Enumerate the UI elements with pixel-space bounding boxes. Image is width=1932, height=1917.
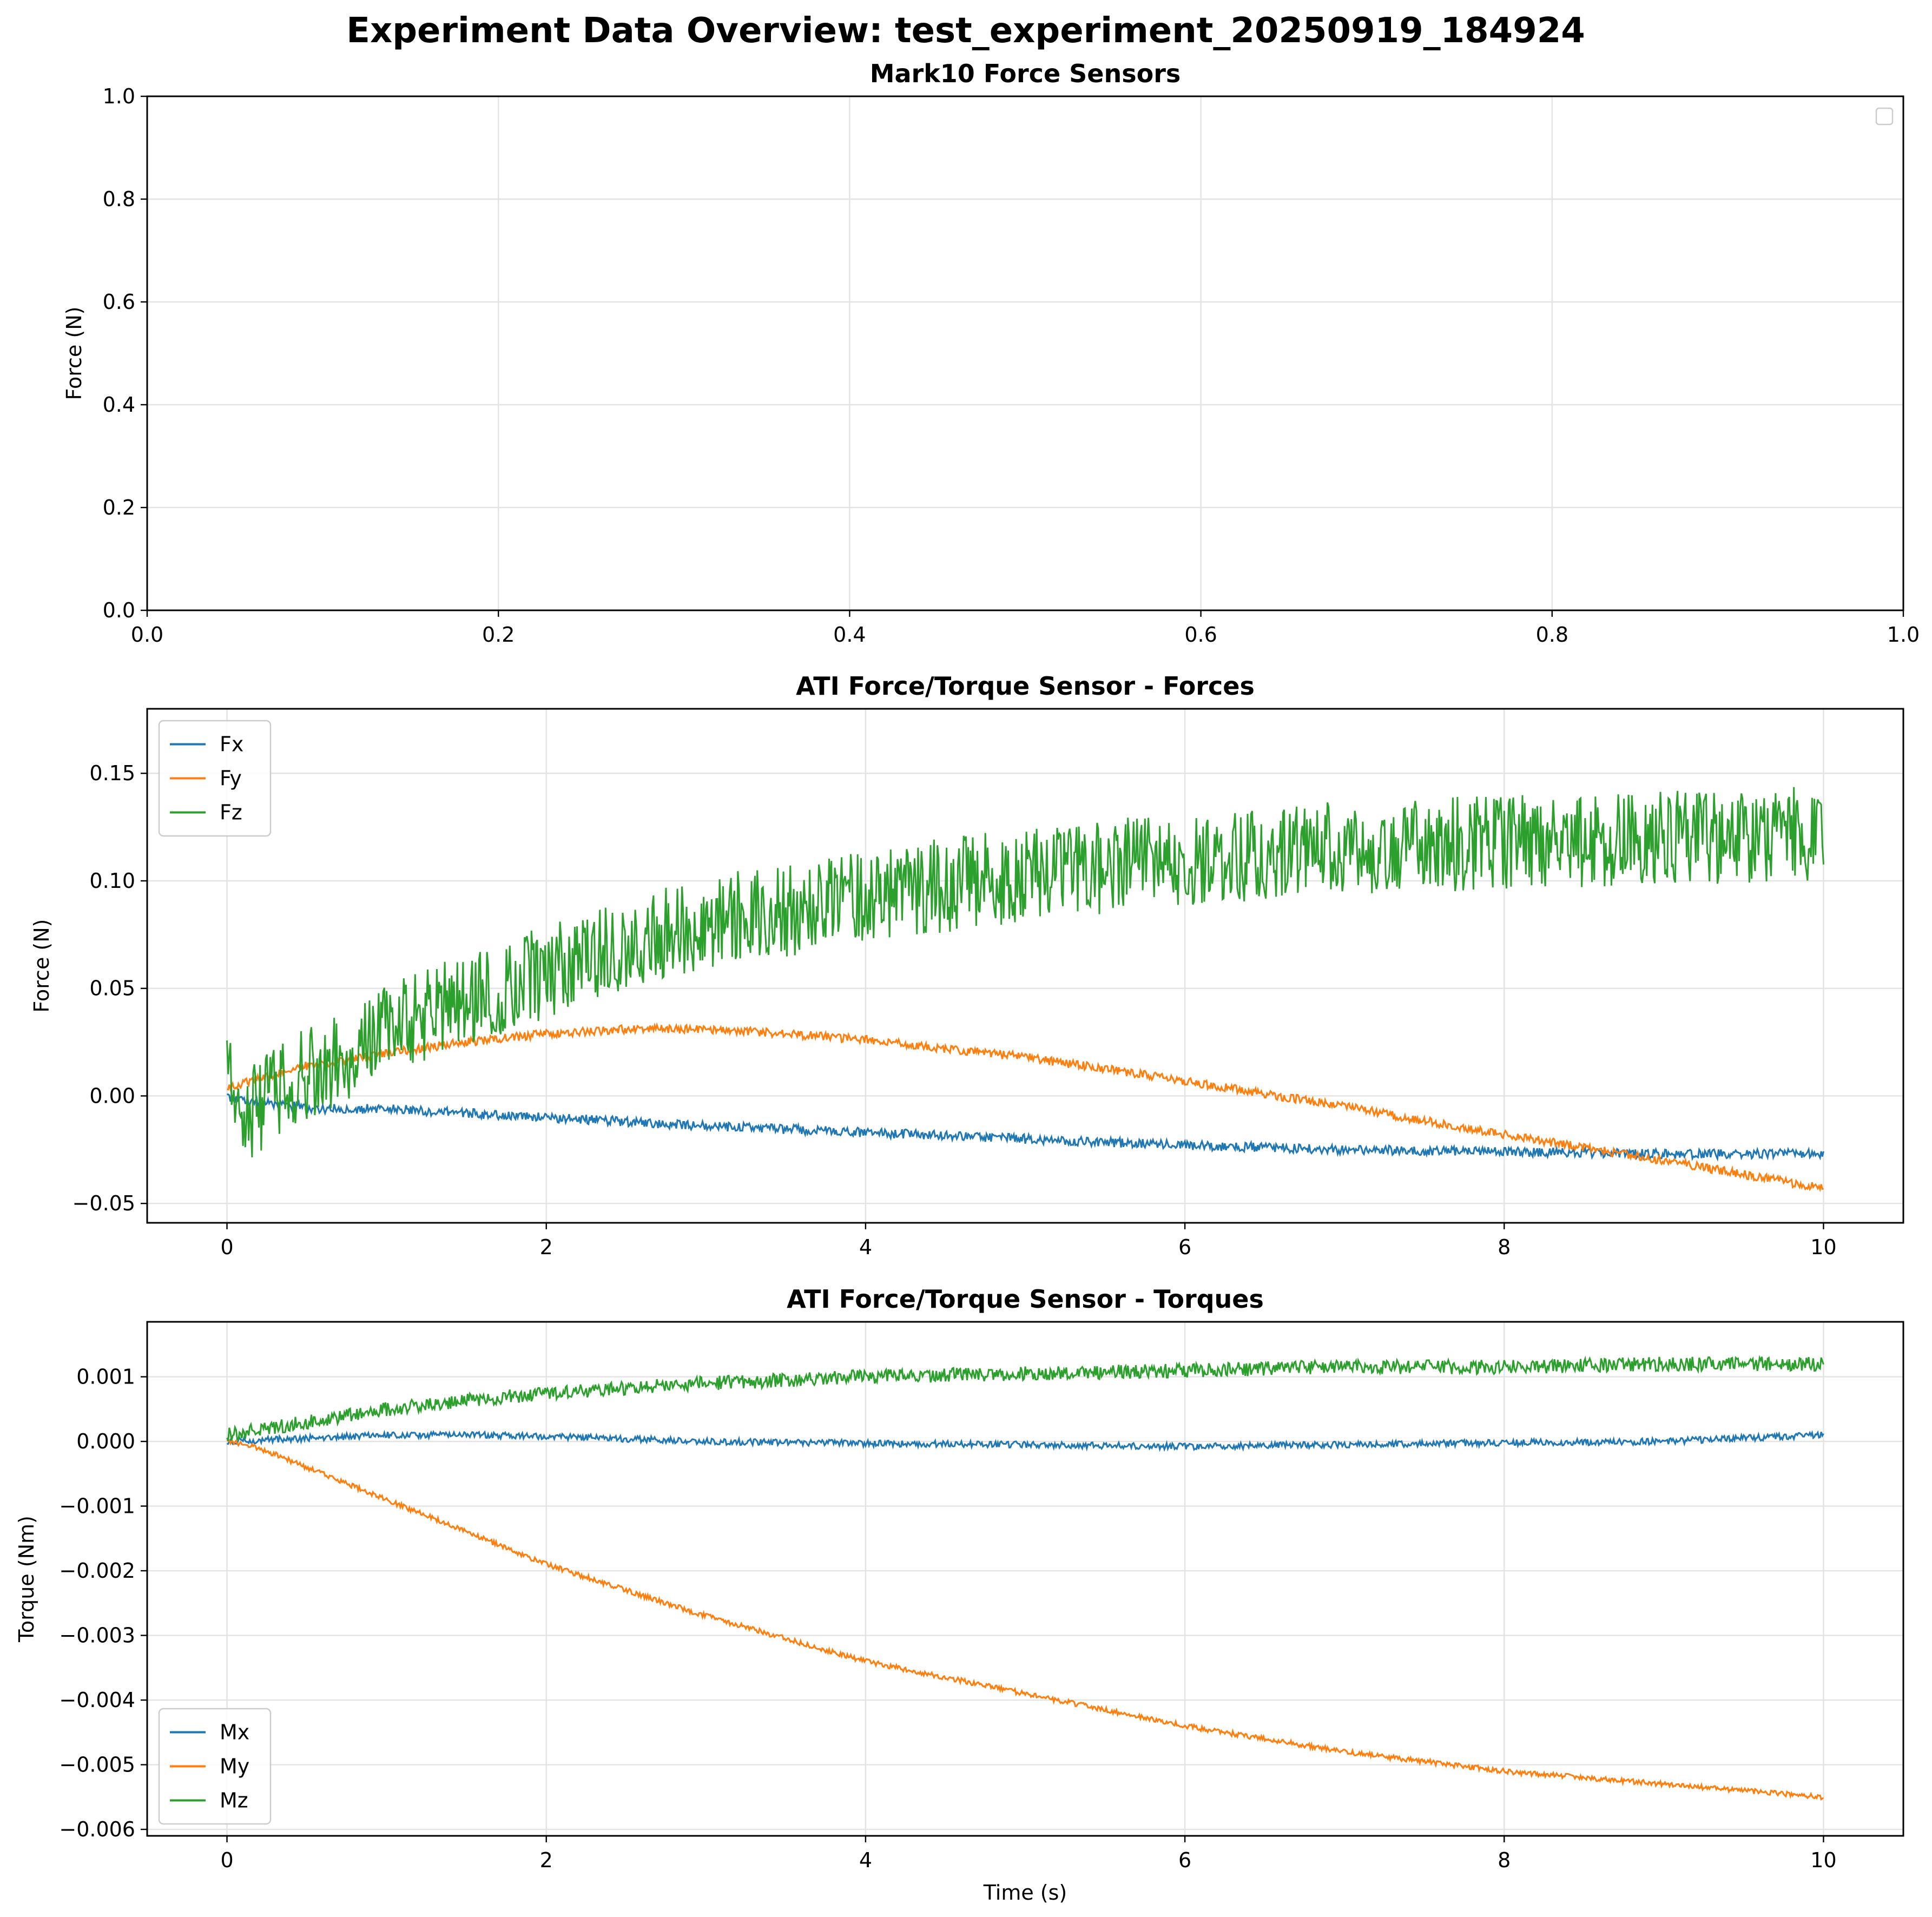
axes-frame [146,95,1904,611]
series-line-mx [227,1429,1824,1452]
x-tick-label: 0.6 [1184,623,1217,647]
legend-label-my: My [220,1755,249,1778]
y-tick-label: −0.05 [72,1191,135,1215]
series-line-my [226,1439,1824,1801]
legend-box [158,1708,272,1825]
panel-3: 0 2 4 6 8 10 −0.006 −0.005 −0.004 −0.003 −0.002 −0.… [15,1284,1904,1905]
x-tick-label: 8 [1498,1848,1511,1872]
y-tick-label: −0.001 [59,1494,135,1518]
x-tick-label: 8 [1498,1235,1511,1259]
y-tick-label: 0.0 [103,598,135,622]
legend-box [1875,107,1894,126]
axes-title: Mark10 Force Sensors [870,59,1181,88]
series-line-mz [226,1355,1824,1441]
y-axis-label: Torque (Nm) [15,1516,38,1643]
y-tick-label: 0.000 [76,1429,135,1453]
axes-title: ATI Force/Torque Sensor - Forces [796,671,1255,701]
y-tick-label: 0.8 [103,187,135,211]
y-tick-label: 1.0 [103,84,135,108]
legend-label-fz: Fz [220,801,242,825]
series-line-fx [227,1093,1824,1162]
x-tick-label: 0.4 [833,623,866,647]
panel-1: 0.0 0.2 0.4 0.6 0.8 1.0 0.0 0.2 0.4 0.6 0.8 1.0 Mark… [62,59,1920,647]
y-tick-label: 0.05 [89,977,135,1000]
y-axis-label: Force (N) [30,919,54,1013]
y-tick-label: −0.004 [59,1688,135,1712]
legend-label-mz: Mz [220,1789,248,1813]
x-tick-label: 10 [1810,1235,1836,1259]
x-tick-label: 6 [1178,1848,1191,1872]
panel-2: 0 2 4 6 8 10 −0.05 0.00 0.05 0.10 0.15 ATI Force/To… [30,671,1904,1259]
x-tick-label: 0 [220,1235,233,1259]
x-tick-label: 0.8 [1536,623,1568,647]
series-line-fz [226,787,1824,1158]
x-tick-label: 0 [220,1848,233,1872]
legend-box [158,720,272,837]
y-tick-label: 0.6 [103,290,135,314]
x-tick-label: 0.0 [131,623,163,647]
x-tick-label: 2 [540,1235,553,1259]
x-tick-label: 2 [540,1848,553,1872]
legend-label-fx: Fx [220,733,243,756]
y-tick-label: −0.003 [59,1624,135,1648]
legend-label-fy: Fy [220,767,242,790]
y-tick-label: 0.001 [76,1365,135,1389]
legend-label-mx: Mx [220,1721,249,1744]
y-tick-label: 0.00 [89,1084,135,1108]
y-tick-label: −0.002 [59,1559,135,1583]
y-tick-label: 0.4 [103,393,135,417]
y-tick-label: 0.2 [103,496,135,519]
panels: 0.0 0.2 0.4 0.6 0.8 1.0 0.0 0.2 0.4 0.6 0.8 1.0 Mark… [15,59,1920,1905]
x-tick-label: 4 [859,1235,872,1259]
axes-title: ATI Force/Torque Sensor - Torques [787,1284,1264,1314]
y-tick-label: −0.005 [59,1753,135,1777]
figure-title: Experiment Data Overview: test_experimen… [346,11,1585,51]
x-tick-label: 6 [1178,1235,1191,1259]
y-tick-label: 0.10 [89,869,135,893]
y-axis-label: Force (N) [62,307,86,400]
axes-frame [146,708,1904,1224]
x-tick-label: 10 [1810,1848,1836,1872]
axes-frame [146,1321,1904,1837]
series-line-fy [226,1022,1824,1193]
x-tick-label: 4 [859,1848,872,1872]
x-tick-label: 0.2 [482,623,515,647]
y-tick-label: −0.006 [59,1817,135,1841]
x-tick-label: 1.0 [1887,623,1920,647]
x-axis-label: Time (s) [983,1881,1067,1905]
y-tick-label: 0.15 [89,761,135,785]
